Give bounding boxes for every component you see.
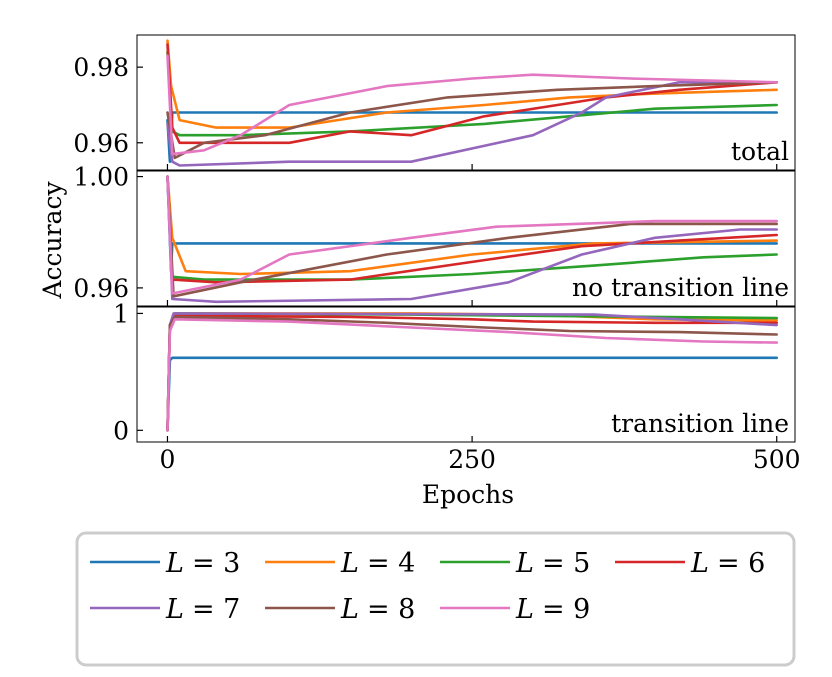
panel-3-frame [136,306,796,443]
legend-item-4: L = 6 [615,548,765,579]
x-tick-label: 250 [448,445,496,474]
panel-label: transition line [611,409,789,438]
line-L6-panel-1 [166,43,778,145]
line-L8-panel-2 [166,175,778,298]
x-axis-title: Epochs [422,480,514,509]
legend: L = 3 L = 4 L = 5 L = 6 L = 7 L = 8 L = 9 [75,531,796,667]
legend-item-2: L = 4 [265,548,415,579]
x-axis: 0 250 500 [160,445,801,474]
panel-2-frame [136,170,796,307]
line-L6-panel-2 [166,175,778,284]
line-L9-panel-1 [166,54,778,156]
panel-1: 0.96 0.98 total [73,34,796,171]
panel-label: no transition line [572,273,789,302]
legend-item-6: L = 8 [265,594,415,625]
x-tick-label: 500 [753,445,801,474]
legend-label: L = 4 [340,548,415,579]
legend-frame [75,531,796,667]
y-tick-label: 0.96 [73,274,129,303]
legend-item-3: L = 5 [440,548,590,579]
y-tick-label: 0 [113,416,129,445]
y-tick-label: 0.96 [73,129,129,158]
y-tick-label: 1.00 [73,163,129,192]
panel-label: total [731,137,789,166]
panel-2: 0.96 1.00 no transition line [73,163,796,307]
panel-1-lines [166,39,778,167]
legend-item-1: L = 3 [90,548,240,579]
panel-2-lines [166,175,778,304]
y-tick-label: 1 [113,299,129,328]
legend-item-5: L = 7 [90,594,240,625]
line-L9-panel-2 [166,175,778,295]
y-axis-title: Accuracy [38,181,67,300]
legend-label: L = 3 [165,548,240,579]
line-L7-panel-2 [166,175,778,304]
legend-item-7: L = 9 [440,594,590,625]
x-tick-label: 0 [160,445,176,474]
line-L8-panel-3 [166,315,778,432]
legend-label: L = 5 [515,548,590,579]
legend-label: L = 9 [515,594,590,625]
legend-entries: L = 3 L = 4 L = 5 L = 6 L = 7 L = 8 L = 9 [90,548,765,625]
panel-1-frame [136,34,796,171]
panel-3-lines [166,312,778,432]
panel-3: 0 1 transition line [113,299,796,445]
legend-label: L = 6 [690,548,765,579]
legend-label: L = 7 [165,594,240,625]
y-tick-label: 0.98 [73,53,129,82]
legend-label: L = 8 [340,594,415,625]
line-L5-panel-2 [166,175,778,281]
line-L7-panel-1 [166,81,778,167]
line-L9-panel-3 [166,318,778,432]
